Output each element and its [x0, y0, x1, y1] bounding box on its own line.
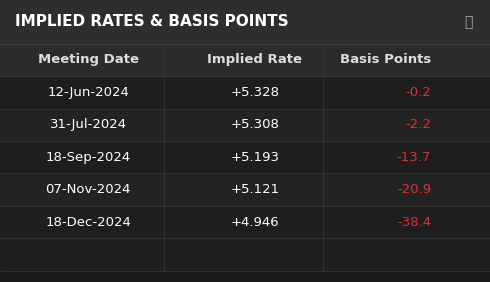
- Text: Basis Points: Basis Points: [340, 53, 431, 67]
- Text: +5.121: +5.121: [230, 183, 279, 196]
- Text: 31-Jul-2024: 31-Jul-2024: [49, 118, 127, 131]
- Text: -13.7: -13.7: [397, 151, 431, 164]
- Text: 12-Jun-2024: 12-Jun-2024: [47, 86, 129, 99]
- Text: +4.946: +4.946: [230, 215, 279, 229]
- Text: Implied Rate: Implied Rate: [207, 53, 302, 67]
- Text: -20.9: -20.9: [397, 183, 431, 196]
- FancyBboxPatch shape: [0, 109, 490, 141]
- Text: 18-Dec-2024: 18-Dec-2024: [45, 215, 131, 229]
- Text: +5.328: +5.328: [230, 86, 279, 99]
- Text: +5.308: +5.308: [230, 118, 279, 131]
- FancyBboxPatch shape: [0, 44, 490, 76]
- Text: +5.193: +5.193: [230, 151, 279, 164]
- FancyBboxPatch shape: [0, 76, 490, 109]
- Text: 07-Nov-2024: 07-Nov-2024: [46, 183, 131, 196]
- Text: IMPLIED RATES & BASIS POINTS: IMPLIED RATES & BASIS POINTS: [15, 14, 288, 29]
- FancyBboxPatch shape: [0, 206, 490, 238]
- Text: -2.2: -2.2: [405, 118, 431, 131]
- FancyBboxPatch shape: [0, 238, 490, 271]
- Text: ⎘: ⎘: [465, 15, 473, 29]
- FancyBboxPatch shape: [0, 141, 490, 173]
- Text: 18-Sep-2024: 18-Sep-2024: [46, 151, 131, 164]
- FancyBboxPatch shape: [0, 173, 490, 206]
- Text: Meeting Date: Meeting Date: [38, 53, 139, 67]
- Text: -0.2: -0.2: [405, 86, 431, 99]
- FancyBboxPatch shape: [0, 0, 490, 44]
- Text: -38.4: -38.4: [397, 215, 431, 229]
